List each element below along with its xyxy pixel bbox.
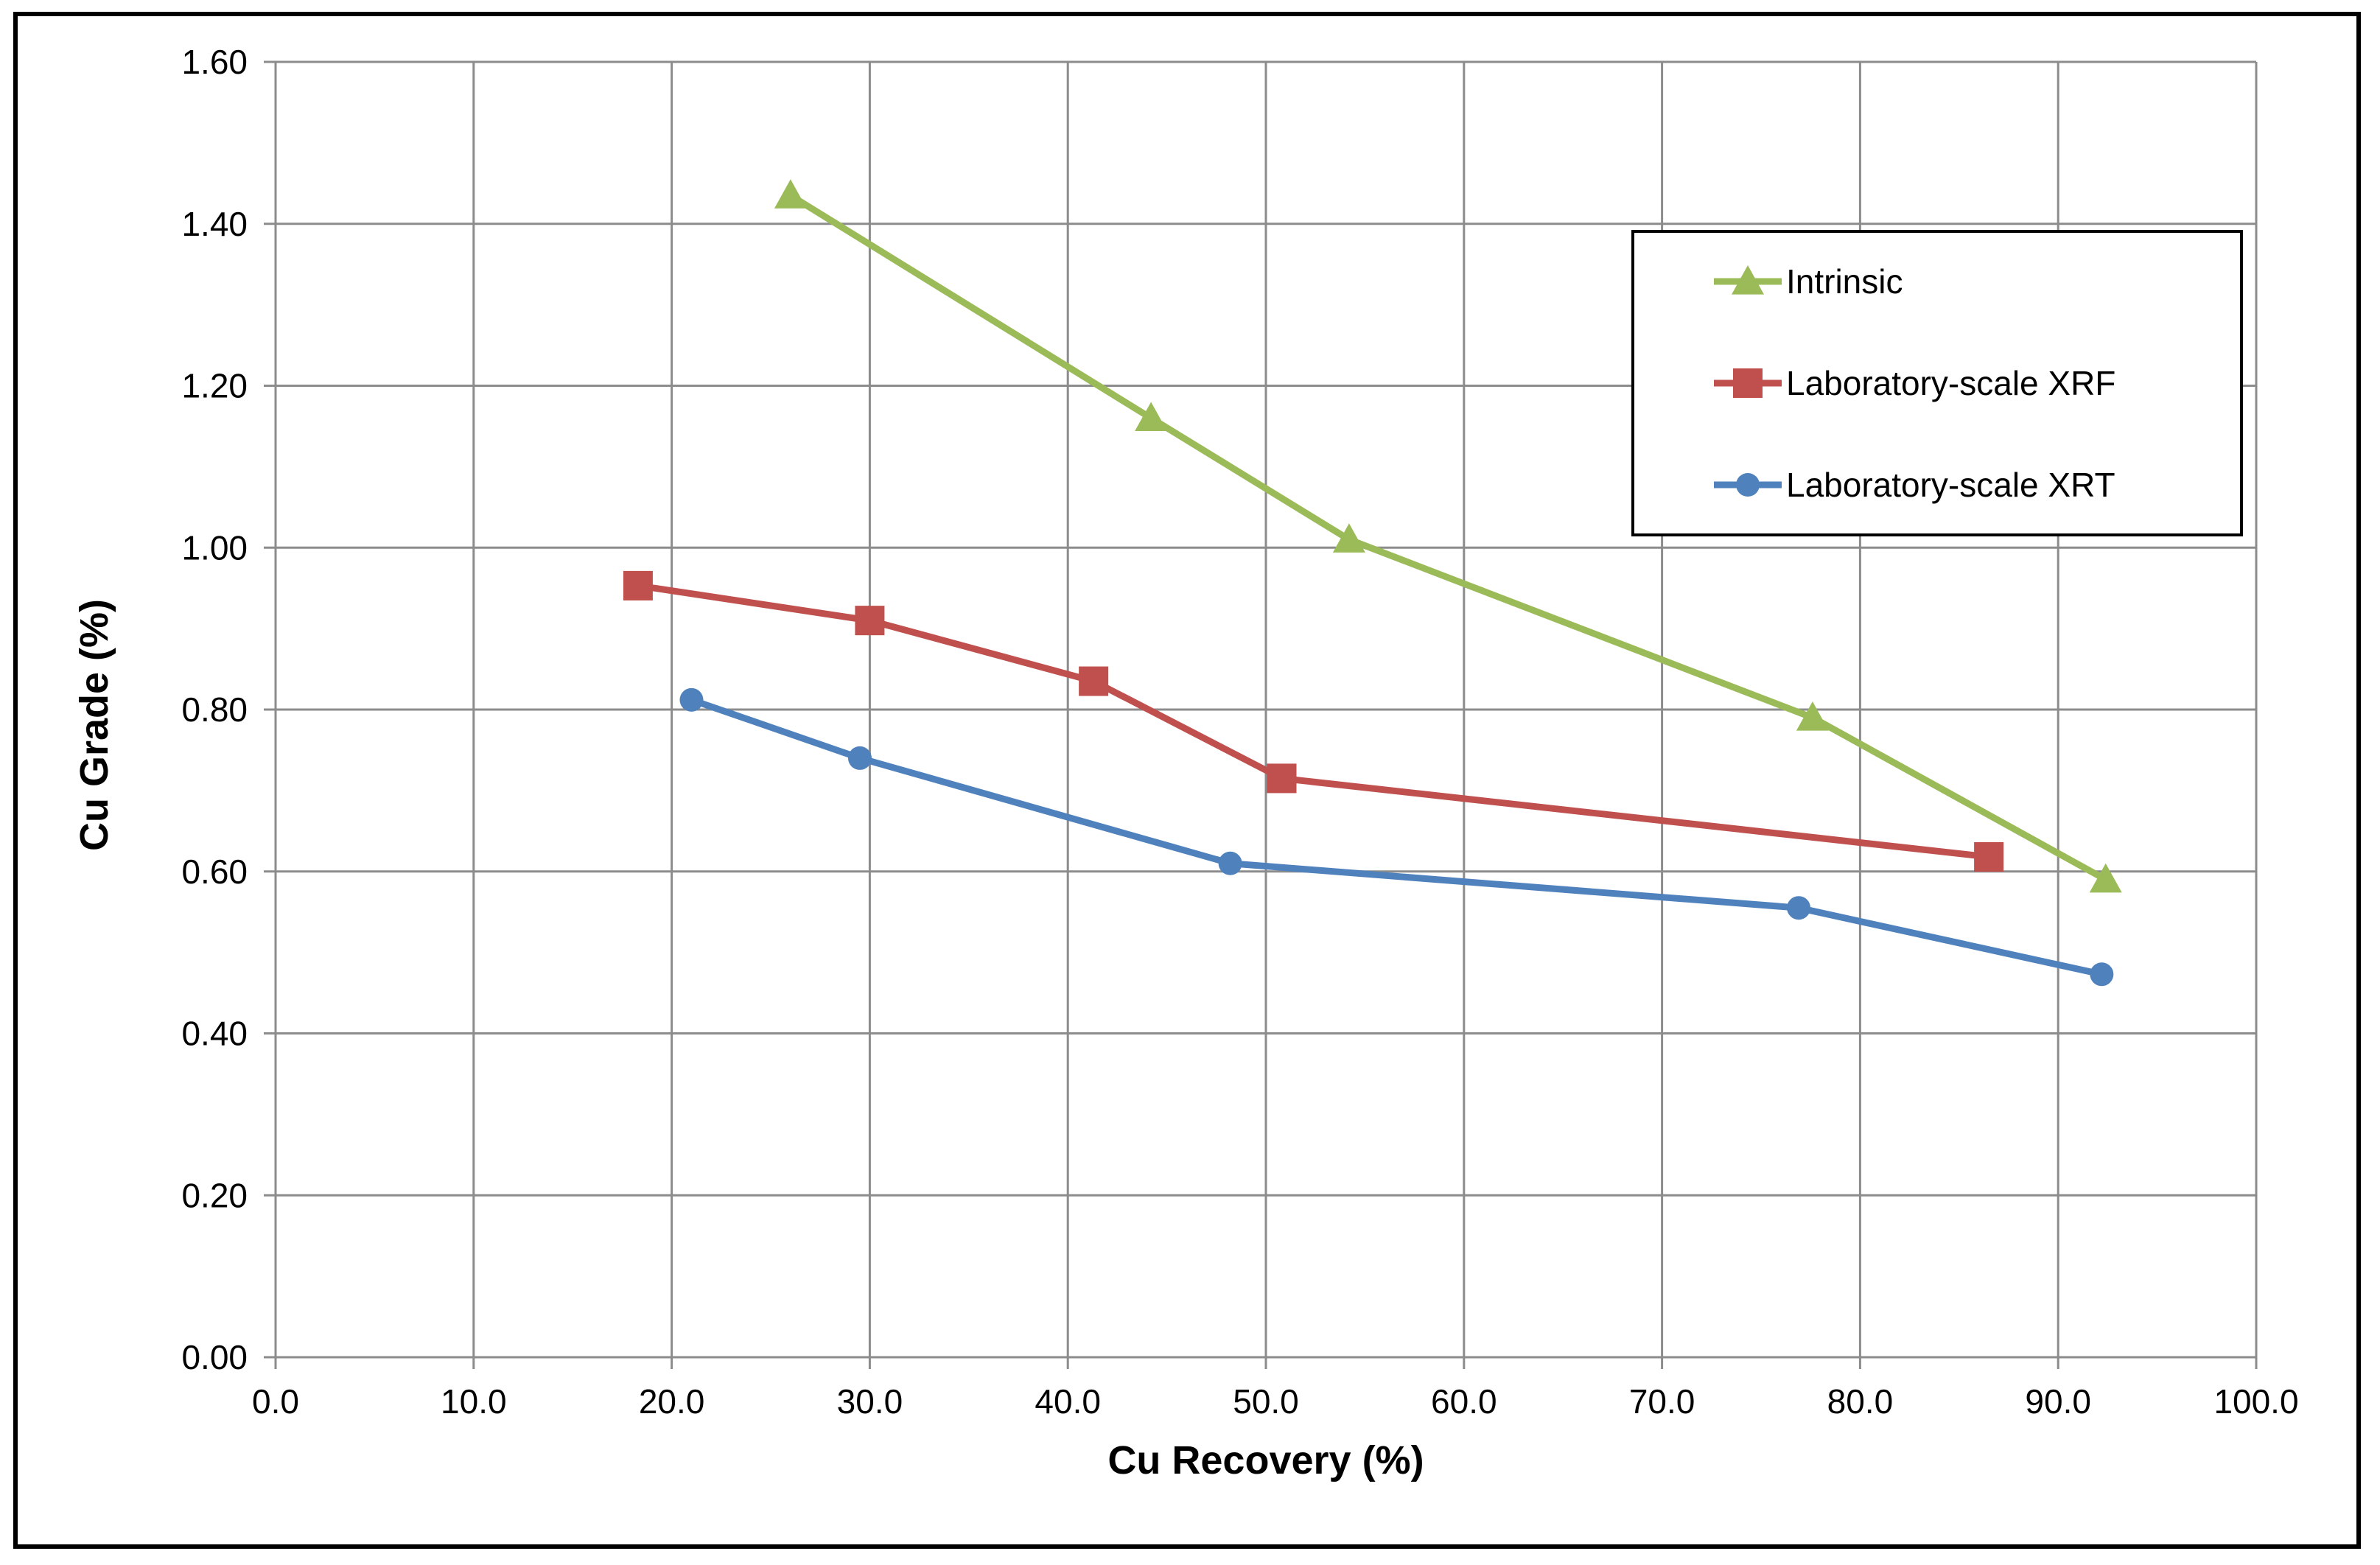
y-tick-label: 0.20 <box>181 1176 248 1214</box>
series-intrinsic <box>774 179 2122 893</box>
x-tick-label: 100.0 <box>2213 1382 2298 1421</box>
x-tick-label: 60.0 <box>1431 1382 1497 1421</box>
x-tick-label: 80.0 <box>1827 1382 1894 1421</box>
legend-marker-intrinsic <box>1732 265 1764 295</box>
legend-label: Intrinsic <box>1786 262 1903 301</box>
y-tick-label: 0.00 <box>181 1338 248 1376</box>
legend-label: Laboratory-scale XRF <box>1786 364 2115 402</box>
data-point-intrinsic <box>1796 701 1829 731</box>
data-point-laboratory-scale-xrf <box>1079 666 1109 696</box>
data-point-intrinsic <box>1332 523 1365 553</box>
data-point-intrinsic <box>774 179 807 209</box>
series-line-laboratory-scale-xrt <box>690 696 2103 978</box>
x-tick-label: 40.0 <box>1035 1382 1101 1421</box>
legend-marker-laboratory-scale-xrt <box>1736 473 1760 497</box>
x-tick-label: 50.0 <box>1233 1382 1299 1421</box>
data-point-intrinsic <box>1135 402 1168 432</box>
data-point-laboratory-scale-xrf <box>1267 763 1297 794</box>
legend-item-intrinsic: Intrinsic <box>1714 262 1903 301</box>
series-laboratory-scale-xrf <box>623 570 2004 872</box>
x-tick-label: 20.0 <box>639 1382 705 1421</box>
legend-item-laboratory-scale-xrt: Laboratory-scale XRT <box>1714 466 2115 504</box>
legend-item-laboratory-scale-xrf: Laboratory-scale XRF <box>1714 364 2115 402</box>
x-axis-title: Cu Recovery (%) <box>1107 1438 1424 1482</box>
data-point-laboratory-scale-xrt <box>2090 962 2114 987</box>
axis-layer: 0.0 10.0 20.0 30.0 40.0 50.0 60.0 70.0 80.0 90.0 1… <box>181 43 2298 1421</box>
legend: Intrinsic Laboratory-scale XRF Laboratory-… <box>1631 230 2243 536</box>
x-tick-label: 0.0 <box>252 1382 299 1421</box>
data-point-intrinsic <box>2089 863 2122 893</box>
x-tick-label: 30.0 <box>837 1382 903 1421</box>
y-tick-label: 1.20 <box>181 367 248 405</box>
y-tick-label: 0.60 <box>181 852 248 891</box>
series-line-laboratory-scale-xrf <box>637 582 1989 861</box>
y-tick-label: 1.60 <box>181 43 248 81</box>
data-point-laboratory-scale-xrt <box>679 687 704 712</box>
y-tick-label: 0.80 <box>181 690 248 729</box>
data-point-laboratory-scale-xrt <box>1218 851 1242 875</box>
data-point-laboratory-scale-xrf <box>855 606 885 636</box>
x-tick-label: 70.0 <box>1629 1382 1695 1421</box>
y-axis-title: Cu Grade (%) <box>72 599 116 851</box>
y-tick-label: 1.00 <box>181 528 248 567</box>
series-laboratory-scale-xrt <box>679 687 2114 987</box>
data-point-laboratory-scale-xrf <box>1974 841 2004 872</box>
x-tick-label: 10.0 <box>441 1382 507 1421</box>
data-point-laboratory-scale-xrt <box>847 746 872 770</box>
legend-marker-laboratory-scale-xrf <box>1733 368 1763 398</box>
series-layer <box>623 179 2122 987</box>
y-tick-label: 0.40 <box>181 1015 248 1053</box>
data-point-laboratory-scale-xrf <box>623 570 653 601</box>
legend-label: Laboratory-scale XRT <box>1786 466 2115 504</box>
y-tick-label: 1.40 <box>181 205 248 243</box>
x-tick-label: 90.0 <box>2025 1382 2091 1421</box>
data-point-laboratory-scale-xrt <box>1787 896 1811 920</box>
